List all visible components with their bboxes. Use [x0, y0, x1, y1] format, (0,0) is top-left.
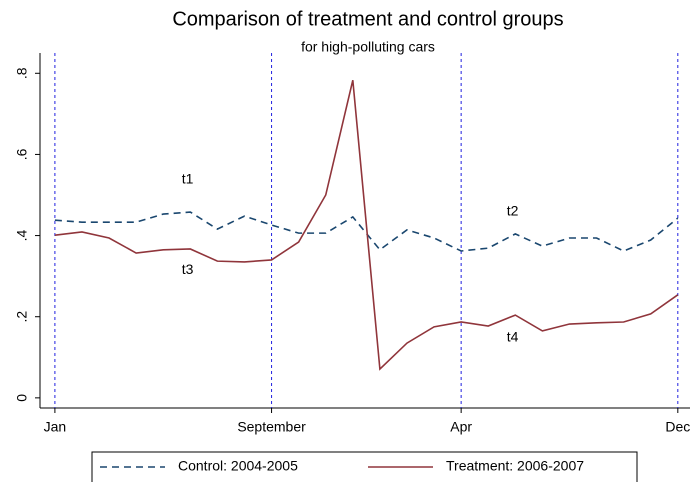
series-line — [54, 79, 679, 371]
x-tick-label: Jan — [44, 419, 67, 435]
chart-subtitle: for high-polluting cars — [301, 39, 435, 55]
y-tick-label: 0 — [14, 394, 30, 402]
annotation: t3 — [182, 261, 194, 277]
y-tick-label: .8 — [14, 67, 30, 79]
annotation: t2 — [507, 203, 519, 219]
chart-title: Comparison of treatment and control grou… — [172, 8, 563, 30]
legend-label: Control: 2004-2005 — [178, 458, 298, 474]
y-tick-label: .4 — [14, 230, 30, 242]
y-tick-label: .2 — [14, 311, 30, 323]
x-tick-label: September — [237, 419, 306, 435]
legend-label: Treatment: 2006-2007 — [446, 458, 584, 474]
annotation: t4 — [507, 329, 519, 345]
legend-box — [91, 451, 638, 482]
series-line — [54, 211, 679, 252]
x-tick-label: Dec — [665, 419, 690, 435]
x-tick-label: Apr — [450, 419, 472, 435]
y-tick-label: .6 — [14, 148, 30, 160]
annotation: t1 — [182, 171, 194, 187]
